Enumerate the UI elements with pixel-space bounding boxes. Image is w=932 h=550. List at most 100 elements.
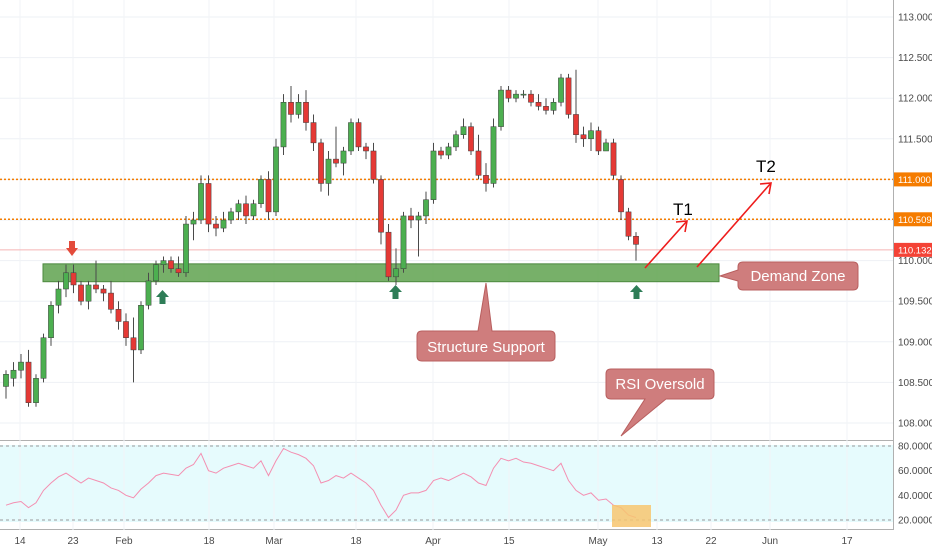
candle[interactable] — [340, 146, 347, 176]
candle[interactable] — [513, 90, 519, 103]
candle[interactable] — [70, 264, 77, 294]
candle[interactable] — [580, 126, 587, 147]
candle[interactable] — [273, 138, 279, 216]
candle[interactable] — [318, 138, 324, 192]
candle[interactable] — [123, 313, 129, 346]
candle[interactable] — [228, 207, 234, 225]
rsi-oversold-callout[interactable]: RSI Oversold — [605, 368, 715, 437]
candle[interactable] — [355, 118, 362, 151]
candle[interactable] — [490, 118, 497, 188]
candle[interactable] — [520, 90, 527, 99]
candle[interactable] — [183, 215, 189, 277]
candle[interactable] — [288, 86, 294, 123]
candle[interactable] — [415, 211, 422, 257]
candle[interactable] — [633, 232, 639, 261]
candle[interactable] — [565, 73, 572, 119]
candle[interactable] — [573, 69, 579, 143]
rsi-axis[interactable]: 80.0000 60.0000 40.0000 20.0000 — [898, 442, 932, 527]
candle[interactable] — [10, 362, 17, 387]
candle[interactable] — [385, 224, 392, 281]
candle[interactable] — [295, 94, 302, 119]
candle[interactable] — [348, 118, 354, 156]
candle[interactable] — [558, 73, 564, 107]
candle[interactable] — [220, 211, 227, 233]
candle[interactable] — [175, 256, 182, 277]
candle[interactable] — [100, 284, 107, 302]
candle[interactable] — [205, 175, 212, 233]
candle[interactable] — [55, 280, 62, 314]
t1-label[interactable]: T1 — [673, 200, 693, 219]
candle[interactable] — [445, 142, 452, 160]
rsi-pane[interactable] — [0, 445, 893, 522]
candle[interactable] — [303, 90, 309, 131]
candle[interactable] — [130, 317, 137, 383]
candle[interactable] — [468, 122, 474, 156]
candle[interactable] — [543, 98, 549, 115]
candle[interactable] — [168, 256, 174, 273]
candle[interactable] — [265, 171, 272, 220]
candle[interactable] — [595, 126, 602, 156]
candle[interactable] — [438, 146, 444, 160]
candle[interactable] — [198, 175, 204, 225]
down-arrow-icon[interactable] — [66, 241, 78, 256]
time-axis[interactable]: 14 23 Feb 18 Mar 18 Apr 15 May 13 22 Jun 17 — [14, 536, 853, 547]
candle[interactable] — [108, 280, 114, 314]
candle[interactable] — [243, 195, 249, 225]
candle[interactable] — [550, 98, 557, 115]
structure-support-callout[interactable]: Structure Support — [416, 282, 556, 362]
candle[interactable] — [25, 349, 32, 407]
candle[interactable] — [528, 90, 534, 107]
candle[interactable] — [78, 280, 84, 306]
candle[interactable] — [535, 94, 542, 111]
candle[interactable] — [250, 199, 257, 220]
candle[interactable] — [333, 126, 339, 168]
candle[interactable] — [40, 333, 47, 383]
candle[interactable] — [145, 272, 152, 310]
candle[interactable] — [423, 191, 429, 225]
candle[interactable] — [18, 353, 24, 379]
rsi-line[interactable] — [5, 447, 637, 519]
candle[interactable] — [325, 150, 332, 196]
candle[interactable] — [63, 264, 69, 298]
candle[interactable] — [505, 86, 512, 103]
candle[interactable] — [483, 163, 489, 192]
candle[interactable] — [85, 280, 92, 310]
candle[interactable] — [430, 142, 437, 204]
candle[interactable] — [460, 118, 467, 139]
candle[interactable] — [618, 175, 624, 220]
t1-arrow-line[interactable] — [644, 220, 688, 269]
candle[interactable] — [610, 138, 617, 180]
candle[interactable] — [625, 207, 632, 241]
candle[interactable] — [378, 175, 384, 245]
candle[interactable] — [48, 301, 54, 346]
up-arrow-icon[interactable] — [156, 290, 169, 304]
candle[interactable] — [138, 301, 144, 354]
candle[interactable] — [93, 260, 99, 294]
candle[interactable] — [400, 211, 407, 273]
candle[interactable] — [33, 374, 39, 407]
candle[interactable] — [370, 142, 377, 184]
candle[interactable] — [258, 175, 264, 208]
candle[interactable] — [363, 142, 369, 160]
price-axis[interactable]: 113.000 112.500 112.000 111.500 111.000 110.5… — [894, 13, 932, 430]
up-arrow-icon[interactable] — [630, 285, 643, 299]
demand-zone-callout[interactable]: Demand Zone — [718, 261, 859, 291]
candle[interactable] — [160, 256, 167, 273]
candle[interactable] — [393, 248, 399, 285]
candle[interactable] — [213, 215, 219, 237]
candle[interactable] — [115, 301, 122, 330]
candle[interactable] — [475, 134, 482, 180]
candle[interactable] — [588, 122, 594, 151]
candle[interactable] — [280, 94, 287, 156]
t2-arrow-line[interactable] — [696, 182, 772, 268]
demand-zone-rect[interactable] — [42, 263, 720, 283]
candle[interactable] — [453, 130, 459, 151]
candle[interactable] — [310, 114, 317, 151]
up-arrow-icon[interactable] — [389, 285, 402, 299]
candle[interactable] — [153, 260, 159, 285]
candle[interactable] — [3, 370, 9, 399]
candle[interactable] — [603, 138, 609, 152]
candle[interactable] — [498, 86, 504, 131]
candle[interactable] — [408, 207, 414, 229]
